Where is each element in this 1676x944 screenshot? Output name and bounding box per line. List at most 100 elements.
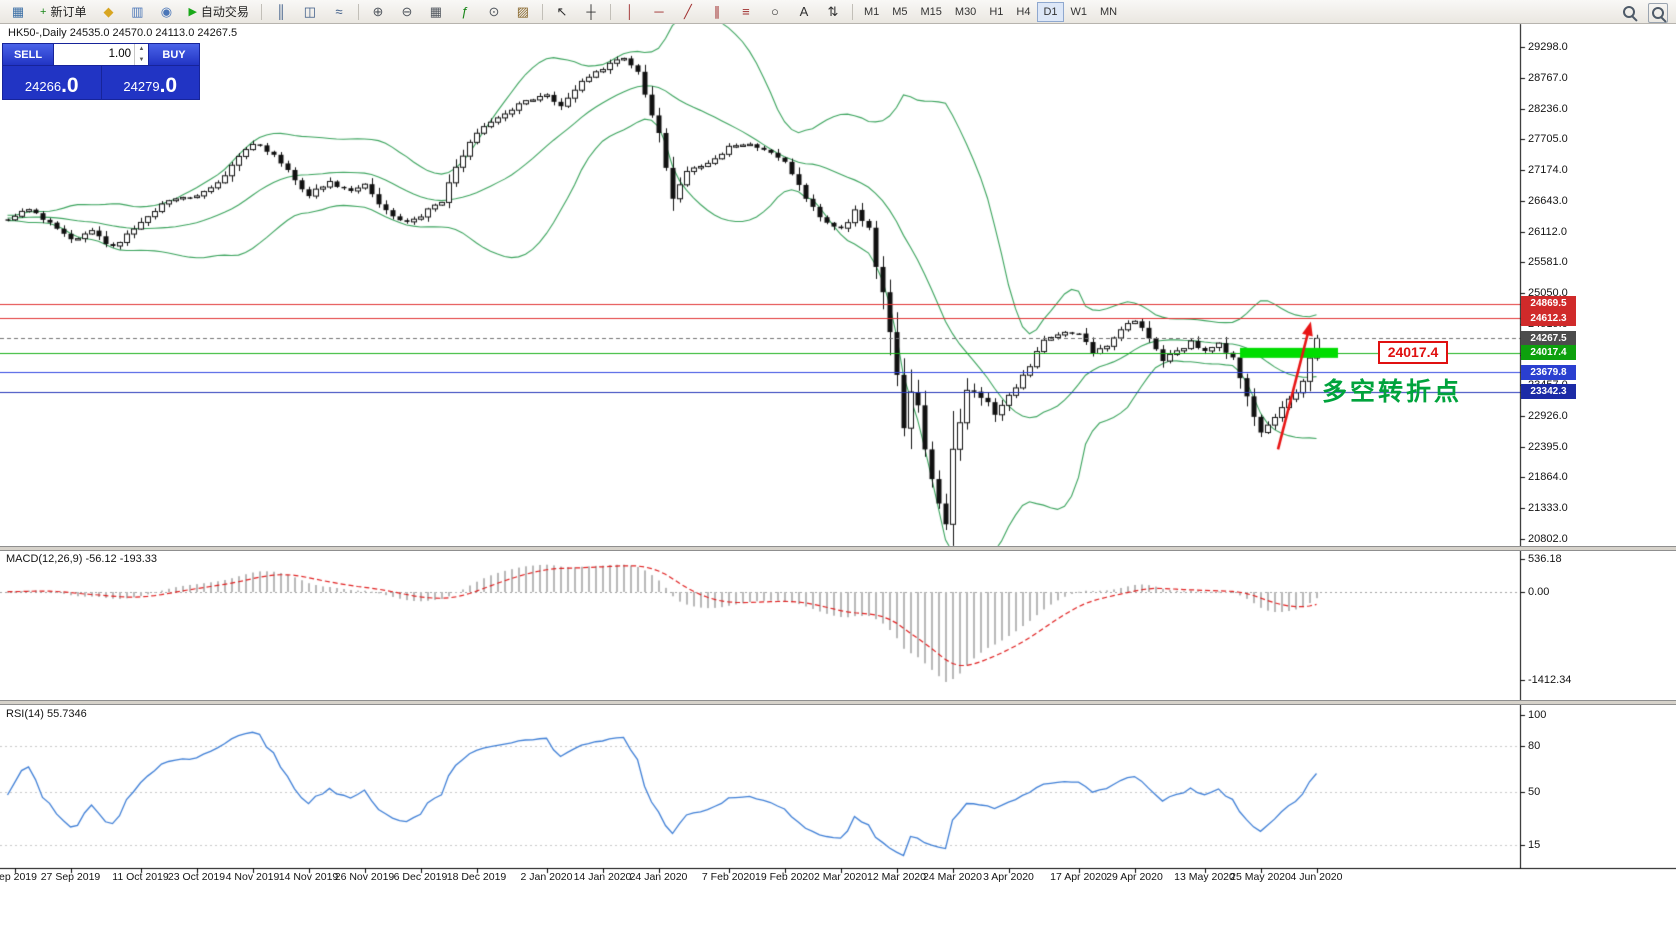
price-tag-24267.5[interactable]: 24267.5 [1521, 330, 1576, 346]
timeframe-m30[interactable]: M30 [954, 5, 977, 18]
price-axis-tick: 27174.0 [1528, 164, 1568, 177]
line-chart-icon[interactable]: ≈ [335, 4, 343, 19]
timeframe-m1[interactable]: M1 [863, 5, 880, 18]
time-axis-label: 27 Sep 2019 [40, 871, 101, 883]
price-axis-tick: 21333.0 [1528, 502, 1568, 515]
timeframe-w1[interactable]: W1 [1070, 5, 1088, 18]
channel-icon[interactable]: ∥ [713, 3, 721, 19]
bar-chart-icon[interactable]: ║ [276, 4, 286, 19]
rsi-axis-tick: 50 [1528, 785, 1541, 798]
toolbar-separator [541, 3, 543, 20]
timeframe-m5[interactable]: M5 [892, 5, 908, 18]
new-order-icon: + [40, 5, 47, 18]
price-tag-24612.3[interactable]: 24612.3 [1521, 310, 1576, 326]
periods-icon[interactable]: ⊙ [488, 3, 500, 19]
price-axis-tick: 21864.0 [1528, 471, 1568, 484]
panel-splitter-rsi[interactable] [0, 700, 1676, 705]
time-axis-label: 29 Apr 2020 [1106, 871, 1163, 883]
buy-price-main: 24279 [123, 79, 160, 94]
time-axis-label: 7 Feb 2020 [701, 871, 756, 883]
volume-up-icon[interactable]: ▲ [138, 46, 145, 53]
sell-price-main: 24266 [24, 79, 62, 94]
sell-price[interactable]: 24266.0 [3, 66, 101, 99]
price-axis-tick: 28767.0 [1528, 71, 1568, 84]
volume-field[interactable]: 1.00 ▲ ▼ [54, 44, 148, 65]
macd-axis-tick: 0.00 [1528, 586, 1550, 598]
rsi-indicator-label: RSI(14) 55.7346 [6, 708, 87, 720]
time-axis-label: 24 Mar 2020 [923, 871, 982, 883]
time-axis-label: Sep 2019 [0, 871, 37, 883]
volume-value[interactable]: 1.00 [108, 48, 131, 60]
horizontal-line-icon[interactable]: ─ [654, 4, 664, 19]
time-axis-label: 25 May 2020 [1230, 871, 1291, 883]
zoom-in-icon[interactable]: ⊕ [372, 3, 384, 19]
fibonacci-icon[interactable]: ≡ [742, 4, 750, 19]
price-axis-tick: 29298.0 [1528, 41, 1568, 54]
time-axis-label: 12 Mar 2020 [867, 871, 926, 883]
level-callout: 24017.4 [1378, 341, 1448, 364]
timeframe-h4[interactable]: H4 [1016, 5, 1031, 18]
profile-icon[interactable]: ◆ [103, 3, 114, 19]
time-axis-label: 14 Jan 2020 [573, 871, 632, 883]
sell-button[interactable]: SELL [3, 44, 54, 65]
indicators-icon[interactable]: ƒ [461, 4, 469, 19]
search-window-icon[interactable] [1648, 3, 1668, 23]
search-icon[interactable] [1620, 3, 1638, 21]
time-axis-label: 6 Dec 2019 [393, 871, 448, 883]
candle-chart-icon[interactable]: ◫ [303, 3, 317, 19]
timeframe-m15[interactable]: M15 [920, 5, 942, 18]
time-axis-label: 11 Oct 2019 [112, 871, 169, 883]
timeframe-mn[interactable]: MN [1100, 5, 1118, 18]
sell-price-frac: .0 [61, 74, 79, 97]
time-axis-label: 19 Feb 2020 [755, 871, 814, 883]
vertical-line-icon[interactable]: │ [625, 4, 634, 19]
rsi-axis-tick: 80 [1528, 739, 1541, 752]
cursor-icon[interactable]: ↖ [556, 3, 568, 19]
rsi-axis-tick: 15 [1528, 839, 1541, 852]
autotrading-button[interactable]: ▶ 自动交易 [181, 1, 255, 23]
arrows-icon[interactable]: ⇅ [827, 3, 839, 19]
new-order-button-label: 新订单 [50, 5, 87, 19]
price-tag-23342.3[interactable]: 23342.3 [1521, 384, 1576, 400]
charts-icon[interactable]: ▥ [131, 3, 144, 19]
price-tag-23679.8[interactable]: 23679.8 [1521, 364, 1576, 380]
time-axis-label: 18 Dec 2019 [446, 871, 507, 883]
buy-button[interactable]: BUY [148, 44, 199, 65]
autotrading-play-icon: ▶ [188, 6, 197, 18]
tile-windows-icon[interactable]: ▦ [429, 3, 443, 19]
new-order-button[interactable]: + 新订单 [33, 1, 93, 23]
macd-axis-tick: 536.18 [1528, 552, 1562, 565]
macd-indicator-label: MACD(12,26,9) -56.12 -193.33 [6, 553, 158, 565]
buy-price[interactable]: 24279.0 [100, 66, 200, 99]
price-axis-tick: 20802.0 [1528, 532, 1568, 545]
volume-down-icon[interactable]: ▼ [138, 56, 145, 63]
time-axis-label: 24 Jan 2020 [629, 871, 688, 883]
price-axis-tick: 22926.0 [1528, 410, 1568, 423]
price-tag-24017.4[interactable]: 24017.4 [1521, 345, 1576, 361]
zoom-out-icon[interactable]: ⊖ [401, 3, 413, 19]
timeframe-h1[interactable]: H1 [989, 5, 1004, 18]
time-axis-label: 4 Nov 2019 [225, 871, 280, 883]
timeframe-d1[interactable]: D1 [1037, 1, 1064, 22]
annotation-text: 多空转折点 [1322, 378, 1463, 406]
terminal-icon[interactable]: ▦ [11, 3, 25, 19]
toolbar-separator [609, 3, 611, 20]
templates-icon[interactable]: ▨ [516, 3, 530, 19]
autotrading-button-label: 自动交易 [200, 5, 249, 19]
panel-splitter-macd[interactable] [0, 546, 1676, 551]
text-icon[interactable]: A [799, 4, 809, 19]
shapes-icon[interactable]: ○ [771, 4, 779, 19]
price-axis-tick: 28236.0 [1528, 102, 1568, 115]
trendline-icon[interactable]: ╱ [684, 3, 692, 19]
time-axis-label: 17 Apr 2020 [1050, 871, 1107, 883]
chart-ohlc-title: HK50-,Daily 24535.0 24570.0 24113.0 2426… [8, 27, 238, 39]
volume-spinner[interactable]: ▲ ▼ [134, 44, 148, 65]
crosshair-icon[interactable]: ┼ [586, 4, 596, 19]
price-axis-tick: 27705.0 [1528, 133, 1568, 146]
time-axis-label: 13 May 2020 [1174, 871, 1235, 883]
price-axis-tick: 26643.0 [1528, 194, 1568, 207]
price-tag-24869.5[interactable]: 24869.5 [1521, 296, 1576, 312]
refresh-icon[interactable]: ◉ [160, 3, 173, 19]
